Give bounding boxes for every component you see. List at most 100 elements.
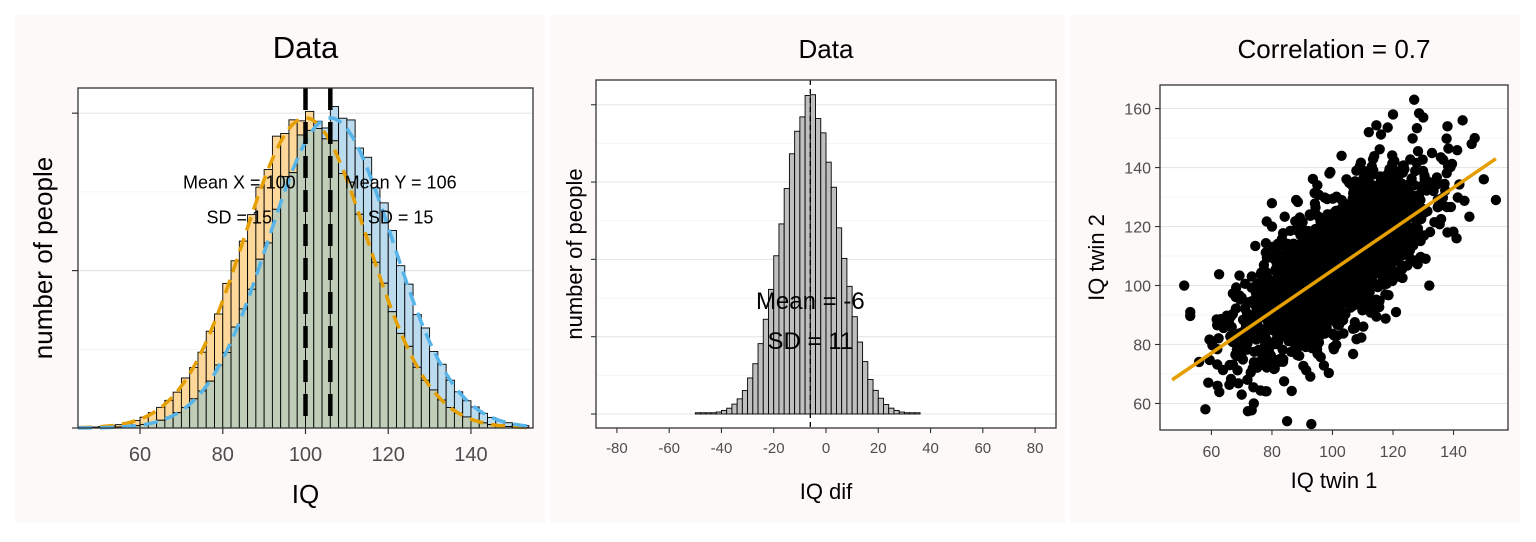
scatter-point bbox=[1348, 349, 1358, 359]
hist-overlap-bar bbox=[380, 283, 388, 428]
scatter-point bbox=[1405, 245, 1415, 255]
scatter-point bbox=[1313, 248, 1323, 258]
x-tick-label: 60 bbox=[1203, 444, 1221, 461]
scatter-point bbox=[1364, 127, 1374, 137]
scatter-point bbox=[1300, 260, 1310, 270]
y-tick-label: 160 bbox=[1124, 102, 1151, 119]
scatter-point bbox=[1311, 209, 1321, 219]
scatter-point bbox=[1312, 180, 1322, 190]
hist-overlap-bar bbox=[248, 289, 256, 428]
hist-overlap-bar bbox=[322, 139, 330, 428]
hist-y-bar bbox=[339, 118, 347, 173]
scatter-point bbox=[1291, 195, 1301, 205]
x-tick-label: 80 bbox=[1263, 444, 1281, 461]
scatter-point bbox=[1439, 179, 1449, 189]
scatter-point bbox=[1321, 222, 1331, 232]
scatter-point bbox=[1305, 371, 1315, 381]
scatter-point bbox=[1237, 389, 1247, 399]
hist-bar bbox=[878, 398, 883, 414]
scatter-point bbox=[1295, 315, 1305, 325]
scatter-point bbox=[1284, 336, 1294, 346]
scatter-point bbox=[1436, 152, 1446, 162]
hist-overlap-bar bbox=[355, 214, 363, 428]
scatter-point bbox=[1422, 176, 1432, 186]
hist-bar bbox=[873, 390, 878, 414]
x-tick-label: 80 bbox=[1027, 440, 1044, 457]
hist-x-bar bbox=[223, 283, 231, 352]
x-tick-label: 140 bbox=[1440, 444, 1467, 461]
scatter-point bbox=[1247, 271, 1257, 281]
scatter-point bbox=[1436, 214, 1446, 224]
annotation-label: Mean X = 100 bbox=[183, 173, 296, 193]
x-tick-label: 20 bbox=[870, 440, 887, 457]
scatter-point bbox=[1387, 258, 1397, 268]
scatter-point bbox=[1380, 289, 1390, 299]
hist-overlap-bar bbox=[223, 352, 231, 428]
x-tick-label: 100 bbox=[1319, 444, 1346, 461]
hist-bar bbox=[889, 408, 894, 414]
scatter-point bbox=[1200, 404, 1210, 414]
scatter-point bbox=[1418, 154, 1428, 164]
scatter-point bbox=[1409, 95, 1419, 105]
scatter-point bbox=[1291, 224, 1301, 234]
y-tick-label: 60 bbox=[1133, 396, 1151, 413]
scatter-point bbox=[1441, 133, 1451, 143]
scatter-point bbox=[1212, 381, 1222, 391]
hist-y-bar bbox=[446, 380, 454, 407]
scatter-point bbox=[1282, 416, 1292, 426]
scatter-point bbox=[1217, 315, 1227, 325]
scatter-point bbox=[1336, 151, 1346, 161]
hist-overlap-bar bbox=[206, 381, 214, 428]
scatter-point bbox=[1241, 335, 1251, 345]
hist-y-bar bbox=[504, 423, 512, 427]
x-tick-label: -80 bbox=[606, 440, 628, 457]
scatter-point bbox=[1327, 313, 1337, 323]
hist-bar bbox=[695, 413, 700, 414]
scatter-point bbox=[1319, 360, 1329, 370]
hist-overlap-bar bbox=[363, 235, 371, 428]
x-axis-label: IQ twin 1 bbox=[1291, 468, 1378, 493]
hist-overlap-bar bbox=[413, 367, 421, 428]
scatter-point bbox=[1235, 294, 1245, 304]
annotation-label: SD = 15 bbox=[207, 207, 273, 227]
hist-overlap-bar bbox=[438, 400, 446, 428]
chart-title: Correlation = 0.7 bbox=[1238, 34, 1431, 64]
hist-bar bbox=[701, 413, 706, 414]
hist-overlap-bar bbox=[198, 391, 206, 428]
y-tick-label: 140 bbox=[1124, 161, 1151, 178]
scatter-point bbox=[1261, 247, 1271, 257]
scatter-point bbox=[1316, 299, 1326, 309]
scatter-point bbox=[1297, 326, 1307, 336]
hist-bar bbox=[716, 412, 721, 414]
scatter-point bbox=[1384, 249, 1394, 259]
scatter-point bbox=[1328, 342, 1338, 352]
scatter-point bbox=[1387, 276, 1397, 286]
scatter-point bbox=[1442, 121, 1452, 131]
scatter-point bbox=[1314, 190, 1324, 200]
scatter-point bbox=[1378, 279, 1388, 289]
scatter-point bbox=[1412, 123, 1422, 133]
hist-overlap-bar bbox=[256, 259, 264, 428]
scatter-point bbox=[1356, 332, 1366, 342]
x-tick-label: 40 bbox=[922, 440, 939, 457]
scatter-point bbox=[1295, 212, 1305, 222]
hist-bar bbox=[779, 224, 784, 414]
scatter-point bbox=[1362, 294, 1372, 304]
scatter-point bbox=[1312, 339, 1322, 349]
scatter-point bbox=[1371, 311, 1381, 321]
scatter-point bbox=[1419, 230, 1429, 240]
hist-overlap-bar bbox=[330, 141, 338, 428]
scatter-point bbox=[1349, 273, 1359, 283]
scatter-point bbox=[1276, 322, 1286, 332]
x-tick-label: 80 bbox=[212, 444, 234, 466]
x-tick-label: 120 bbox=[1380, 444, 1407, 461]
scatter-point bbox=[1307, 310, 1317, 320]
scatter-point bbox=[1283, 242, 1293, 252]
scatter-point bbox=[1378, 172, 1388, 182]
scatter-point bbox=[1464, 212, 1474, 222]
scatter-point bbox=[1466, 139, 1476, 149]
scatter-point bbox=[1261, 238, 1271, 248]
scatter-point bbox=[1275, 255, 1285, 265]
scatter-point bbox=[1383, 122, 1393, 132]
